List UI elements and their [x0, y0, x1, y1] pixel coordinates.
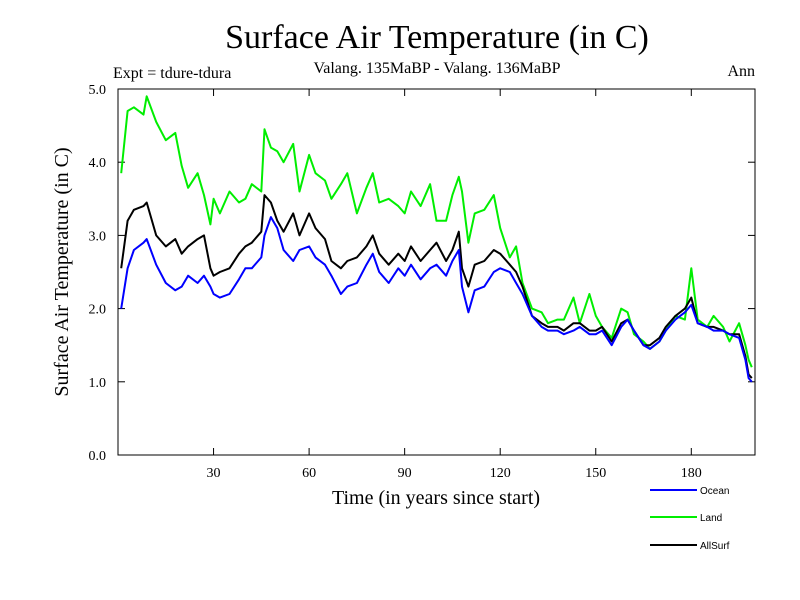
y-axis-label: Surface Air Temperature (in C)	[51, 147, 73, 396]
legend-label-land: Land	[700, 513, 722, 524]
y-tick-label: 2.0	[89, 303, 107, 318]
experiment-label: Expt = tdure-tdura	[113, 65, 231, 82]
x-tick-label: 60	[302, 466, 316, 481]
legend-label-allsurf: AllSurf	[700, 541, 730, 552]
x-axis: 30 60 90 120 150 180	[207, 89, 702, 481]
y-tick-label: 5.0	[89, 83, 107, 98]
y-axis: 0.0 1.0 2.0 3.0 4.0 5.0	[89, 83, 755, 464]
series-line-allsurf	[120, 194, 753, 379]
y-tick-label: 3.0	[89, 229, 107, 244]
x-tick-label: 180	[681, 466, 702, 481]
series-line-ocean	[120, 216, 753, 383]
x-tick-label: 120	[490, 466, 511, 481]
y-tick-label: 1.0	[89, 376, 107, 391]
legend: Ocean Land AllSurf	[650, 486, 730, 552]
series-lines	[120, 95, 753, 383]
period-label: Valang. 135MaBP - Valang. 136MaBP	[313, 60, 560, 77]
series-line-land	[120, 95, 753, 368]
x-tick-label: 90	[398, 466, 412, 481]
x-tick-label: 30	[207, 466, 221, 481]
season-label: Ann	[727, 63, 755, 80]
y-tick-label: 0.0	[89, 449, 107, 464]
x-axis-label: Time (in years since start)	[332, 487, 540, 509]
legend-label-ocean: Ocean	[700, 486, 729, 497]
x-tick-label: 150	[585, 466, 606, 481]
y-tick-label: 4.0	[89, 156, 107, 171]
chart-title: Surface Air Temperature (in C)	[225, 19, 649, 56]
plot-frame	[117, 88, 756, 456]
